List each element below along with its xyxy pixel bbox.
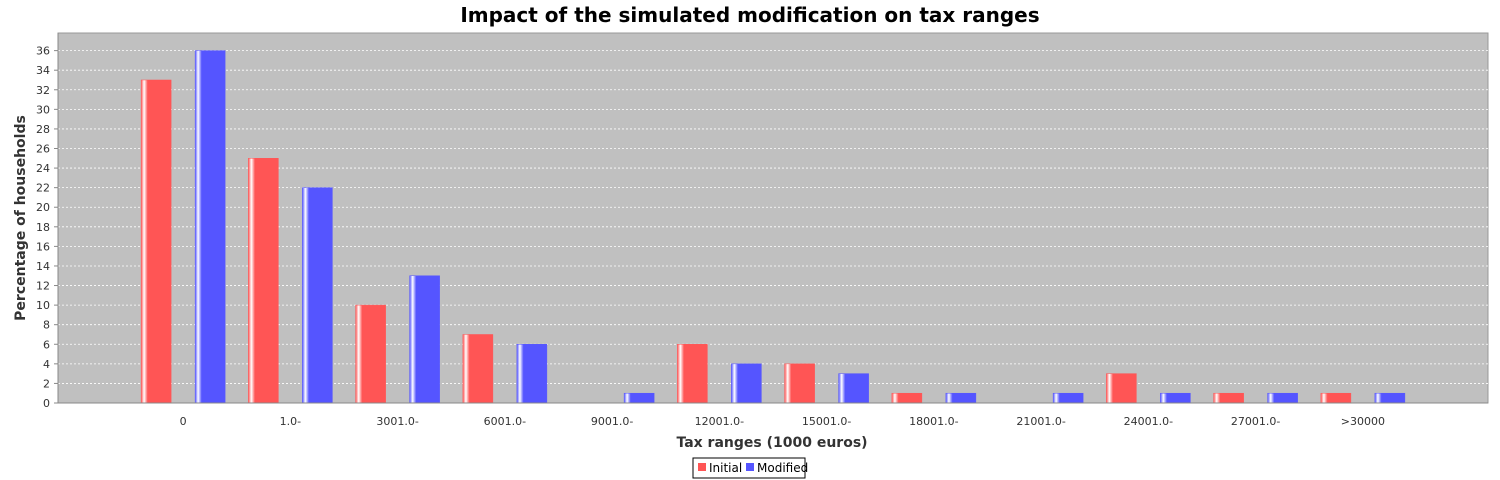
bar-modified — [838, 373, 869, 404]
y-tick-label: 30 — [36, 103, 50, 116]
legend-swatch-modified — [746, 463, 754, 471]
y-tick-label: 8 — [43, 319, 50, 332]
bar-modified — [194, 50, 226, 404]
x-tick-label: 15001.0- — [802, 415, 851, 428]
bar-modified — [409, 275, 440, 404]
x-tick-label: 1.0- — [280, 415, 301, 428]
y-tick-label: 2 — [43, 377, 50, 390]
y-tick-label: 18 — [36, 221, 50, 234]
bar-initial — [1320, 392, 1352, 404]
y-tick-label: 4 — [43, 358, 50, 371]
legend-swatch-initial — [698, 463, 706, 471]
y-tick-label: 36 — [36, 45, 50, 58]
y-axis-label: Percentage of households — [13, 115, 29, 321]
x-axis: 0 1.0- 3001.0- 6001.0- 9001.0- 12001.0- 15001.… — [58, 402, 1488, 428]
y-tick-label: 6 — [43, 338, 50, 351]
y-tick-label: 22 — [36, 182, 50, 195]
legend: Initial Modified — [692, 457, 808, 479]
bar-initial — [462, 334, 494, 404]
y-tick-label: 34 — [36, 64, 50, 77]
legend-label-initial: Initial — [709, 461, 742, 475]
y-tick-label: 12 — [36, 280, 50, 293]
plot-area — [57, 32, 1489, 404]
bar-modified — [623, 392, 655, 404]
bar-modified — [1160, 392, 1191, 404]
bar-initial — [248, 158, 279, 404]
x-tick-label: 24001.0- — [1124, 415, 1173, 428]
x-tick-label: 3001.0- — [376, 415, 418, 428]
bar-initial — [891, 392, 923, 404]
x-tick-label: 9001.0- — [591, 415, 633, 428]
x-tick-label: >30000 — [1341, 415, 1385, 428]
x-tick-label: 21001.0- — [1016, 415, 1065, 428]
bar-modified — [302, 187, 333, 404]
bar-initial — [355, 304, 386, 404]
legend-label-modified: Modified — [757, 461, 808, 475]
bar-modified — [1052, 392, 1084, 404]
y-tick-label: 10 — [36, 299, 50, 312]
y-tick-label: 14 — [36, 260, 50, 273]
bar-initial — [140, 79, 172, 404]
x-tick-label: 12001.0- — [695, 415, 744, 428]
bars — [140, 50, 1406, 404]
y-tick-label: 28 — [36, 123, 50, 136]
bar-initial — [1106, 373, 1137, 404]
bar-modified — [945, 392, 977, 404]
bar-initial — [677, 344, 708, 404]
y-tick-label: 20 — [36, 201, 50, 214]
x-tick-label: 6001.0- — [484, 415, 526, 428]
y-tick-label: 26 — [36, 143, 50, 156]
y-tick-label: 0 — [43, 397, 50, 410]
y-tick-label: 16 — [36, 240, 50, 253]
bar-initial — [1213, 392, 1244, 404]
x-tick-label: 18001.0- — [909, 415, 958, 428]
bar-modified — [731, 363, 762, 404]
bar-initial — [784, 363, 815, 404]
bar-modified — [1374, 392, 1406, 404]
chart-title: Impact of the simulated modification on … — [460, 3, 1039, 27]
x-tick-label: 27001.0- — [1231, 415, 1280, 428]
x-tick-label: 0 — [180, 415, 187, 428]
bar-modified — [516, 344, 548, 404]
y-tick-label: 32 — [36, 84, 50, 97]
x-axis-label: Tax ranges (1000 euros) — [676, 435, 867, 451]
bar-modified — [1267, 392, 1298, 404]
y-tick-label: 24 — [36, 162, 50, 175]
